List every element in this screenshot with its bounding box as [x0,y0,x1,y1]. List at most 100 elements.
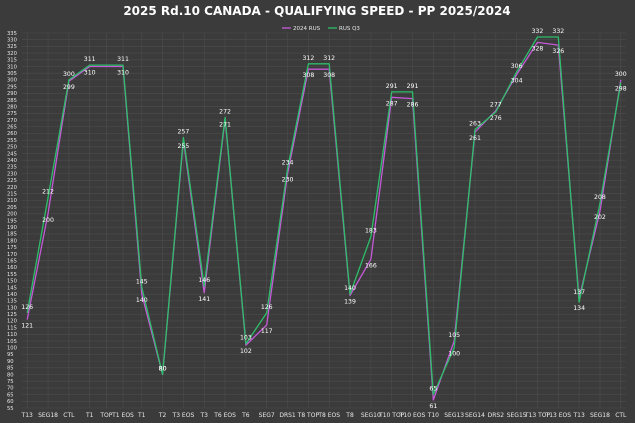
data-label-2024-rus: 310 [84,69,96,76]
x-tick-label: T10 [427,412,439,419]
x-tick-label: SEG14 [465,412,485,419]
data-label-rus-q3: 183 [365,228,377,235]
data-label-2024-rus: 230 [282,177,294,184]
data-label-rus-q3: 145 [136,278,148,285]
x-tick-label: T3 [199,412,208,419]
data-label-rus-q3: 146 [198,277,210,284]
data-label-2024-rus: 166 [365,262,377,269]
data-label-2024-rus: 261 [469,135,481,142]
x-tick-label: T2 [158,412,167,419]
data-label-rus-q3: 140 [344,285,356,292]
y-axis-ticks: 5560657075808590951001051101151201251301… [7,31,17,412]
series-line-0 [26,41,622,401]
data-label-2024-rus: 141 [198,296,210,303]
x-tick-label: T1 EOS [111,412,134,419]
data-label-rus-q3: 134 [573,305,585,312]
y-tick-label: 90 [7,359,14,365]
y-tick-label: 305 [7,71,17,77]
data-label-2024-rus: 200 [42,217,54,224]
data-label-rus-q3: 272 [219,108,231,115]
x-tick-label: SEG18 [38,412,58,419]
y-tick-label: 295 [7,84,17,90]
y-tick-label: 125 [7,312,17,318]
x-tick-label: SEG15 [507,412,527,419]
legend-label-1: RUS Q3 [339,26,360,32]
data-label-2024-rus: 310 [117,69,129,76]
data-label-2024-rus: 80 [159,366,167,373]
data-label-rus-q3: 311 [117,56,129,63]
data-label-2024-rus: 121 [21,323,33,330]
y-tick-label: 220 [7,185,17,191]
y-tick-label: 325 [7,44,17,50]
x-tick-label: SEG10 [361,412,381,419]
data-label-2024-rus: 308 [302,72,314,79]
data-label-2024-rus: 105 [448,332,460,339]
y-tick-label: 290 [7,91,17,97]
data-label-2024-rus: 271 [219,122,231,129]
y-tick-label: 135 [7,299,17,305]
data-label-rus-q3: 298 [615,86,627,93]
x-tick-label: DRS1 [279,412,296,419]
x-tick-label: T1 [137,412,146,419]
series-line-1 [26,36,622,396]
x-tick-label: CTL [615,412,627,419]
data-label-rus-q3: 100 [448,351,460,358]
x-tick-label: T10 EOS [399,412,426,419]
y-tick-label: 80 [7,372,14,378]
y-tick-label: 215 [7,192,17,198]
data-label-2024-rus: 308 [323,72,335,79]
y-tick-label: 255 [7,138,17,144]
y-tick-label: 275 [7,111,17,117]
x-tick-label: T13 [21,412,33,419]
data-label-rus-q3: 212 [42,189,54,196]
x-tick-label: T1 [85,412,94,419]
data-label-2024-rus: 61 [429,403,437,410]
y-tick-label: 155 [7,272,17,278]
y-tick-label: 55 [7,406,14,412]
y-tick-label: 335 [7,31,17,37]
x-tick-label: T8 EOS [317,412,340,419]
y-tick-label: 250 [7,145,17,151]
data-label-rus-q3: 257 [178,128,190,135]
data-label-rus-q3: 103 [240,335,252,342]
y-tick-label: 235 [7,165,17,171]
y-tick-label: 270 [7,118,17,124]
x-tick-label: TOP [99,412,112,419]
x-tick-label: T3 EOS [172,412,195,419]
chart-title: 2025 Rd.10 CANADA - QUALIFYING SPEED - P… [123,4,510,18]
y-tick-label: 225 [7,178,17,184]
data-label-rus-q3: 80 [159,366,167,373]
y-tick-label: 95 [7,352,14,358]
data-label-2024-rus: 140 [136,297,148,304]
data-label-2024-rus: 326 [552,48,564,55]
data-label-2024-rus: 139 [344,299,356,306]
data-label-rus-q3: 291 [407,83,419,90]
y-tick-label: 175 [7,245,17,251]
y-tick-label: 310 [7,64,17,70]
y-tick-label: 245 [7,151,17,157]
data-label-rus-q3: 311 [84,56,96,63]
data-label-2024-rus: 300 [615,71,627,78]
y-tick-label: 150 [7,279,17,285]
data-label-rus-q3: 126 [21,304,33,311]
data-label-rus-q3: 65 [429,386,437,393]
data-label-rus-q3: 291 [386,83,398,90]
y-tick-label: 330 [7,37,17,43]
data-label-rus-q3: 312 [323,55,335,62]
data-label-rus-q3: 332 [552,28,564,35]
data-label-rus-q3: 276 [490,115,502,122]
data-label-2024-rus: 299 [63,84,75,91]
y-tick-label: 60 [7,399,14,405]
y-tick-label: 130 [7,305,17,311]
y-tick-label: 280 [7,104,17,110]
data-label-rus-q3: 263 [469,120,481,127]
y-tick-label: 75 [7,379,14,385]
x-tick-label: CTL [63,412,75,419]
x-tick-label: T13 [572,412,584,419]
x-tick-label: T13 TOP [524,412,551,419]
data-label-2024-rus: 287 [386,100,398,107]
legend: 2024 RUS RUS Q3 [282,26,360,32]
series-lines [26,36,622,401]
